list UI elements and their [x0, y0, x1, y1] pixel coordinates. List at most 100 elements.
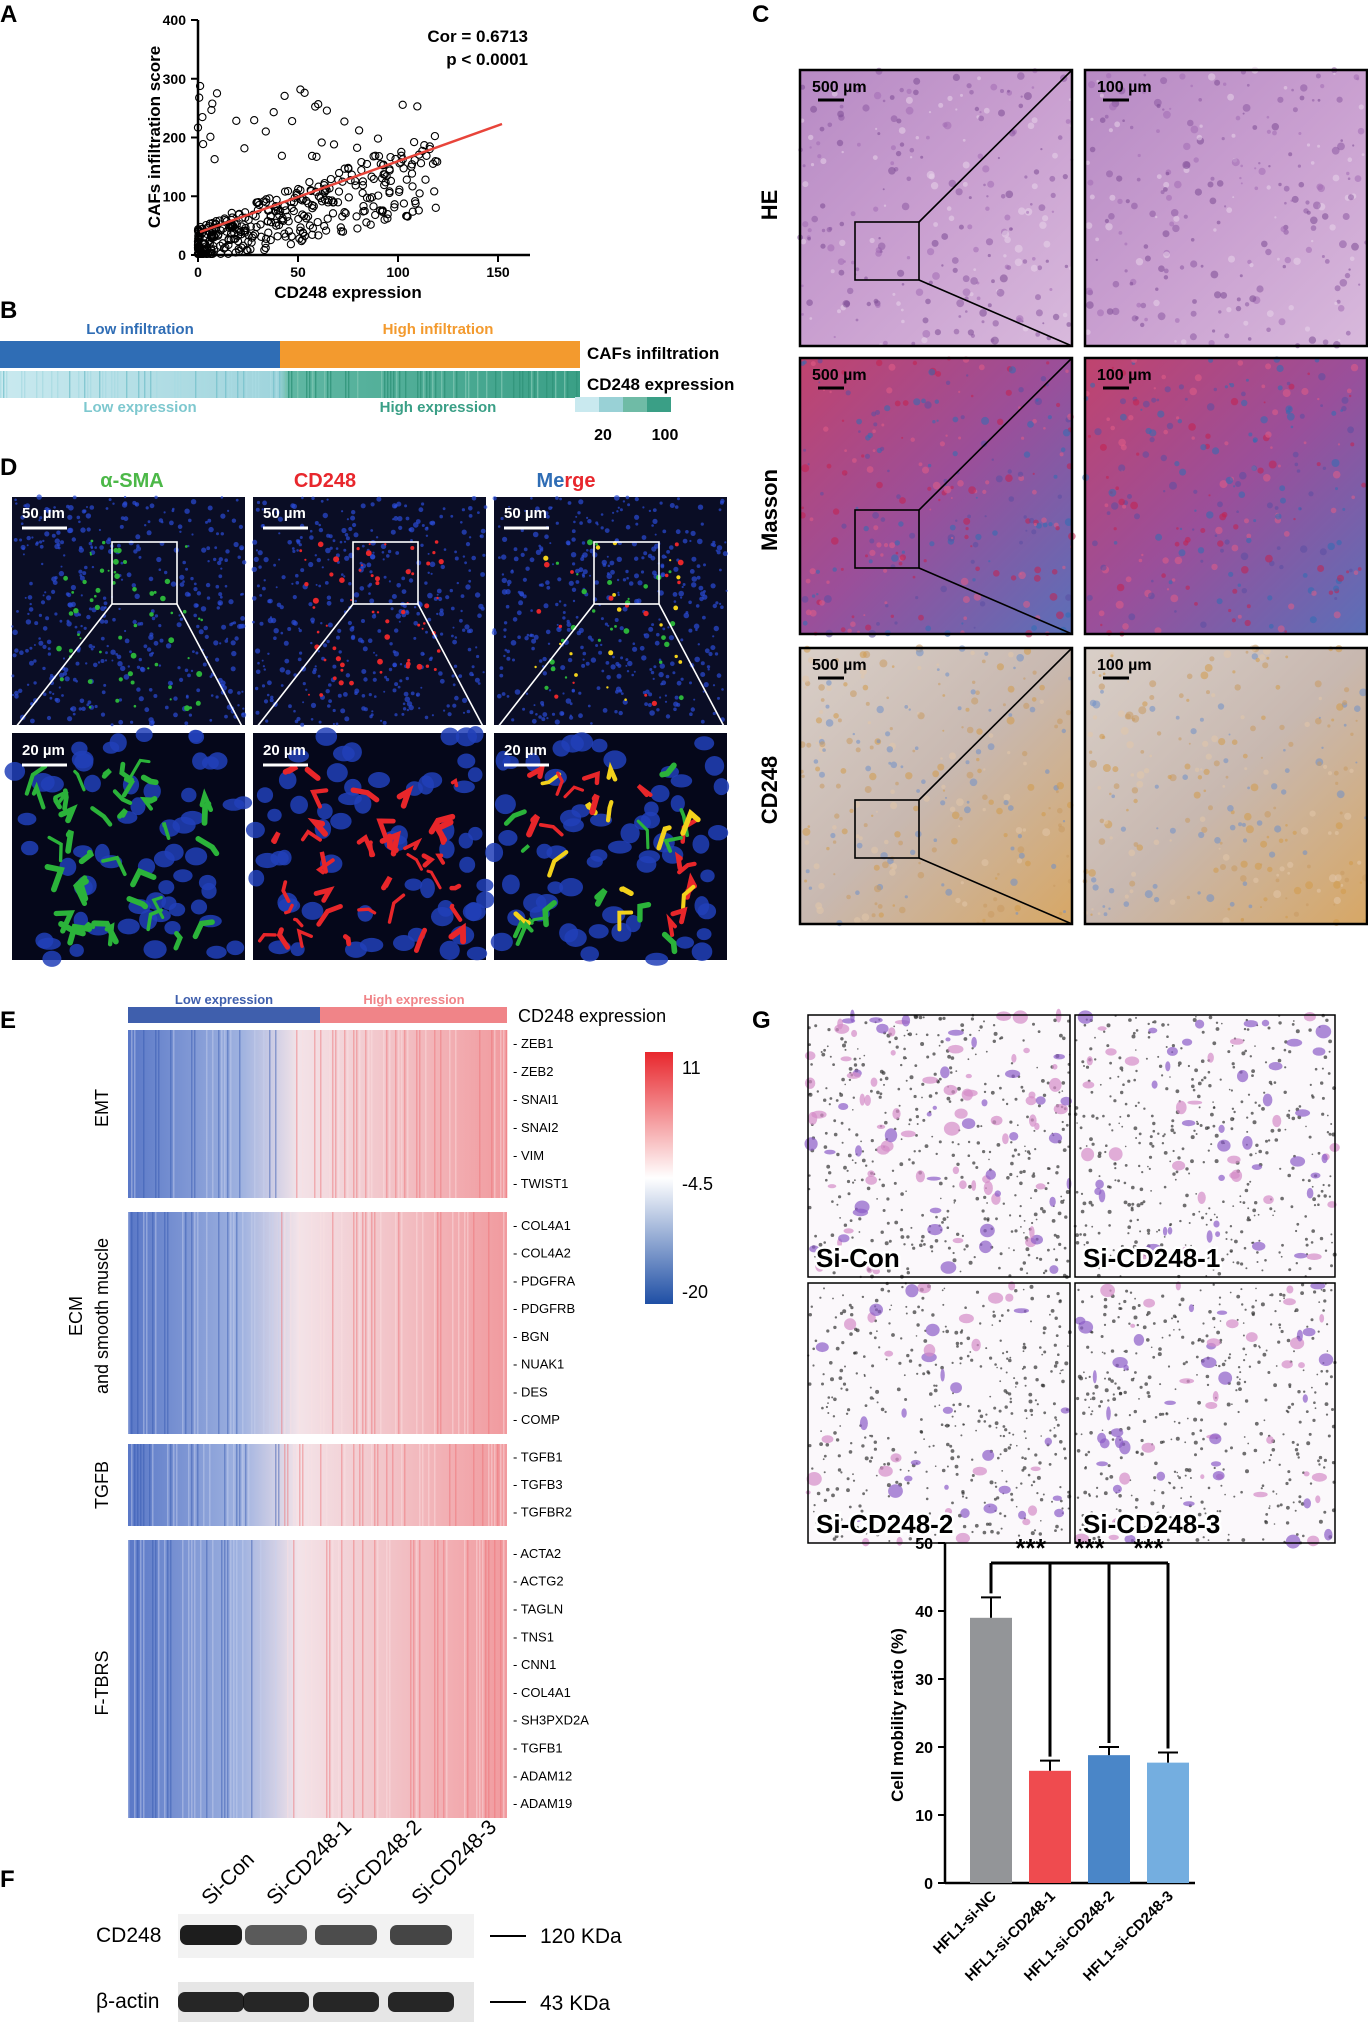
image-border [798, 646, 1074, 926]
tissue-texture [855, 747, 861, 753]
signal [88, 705, 92, 709]
tissue-texture [1148, 592, 1155, 600]
tissue-texture [1284, 768, 1290, 773]
scatter-point [408, 207, 417, 216]
heatmap-stripe [278, 1212, 280, 1434]
pore [814, 1234, 817, 1238]
histology-image [1085, 648, 1367, 924]
tissue-texture [901, 283, 905, 286]
pore [1256, 1261, 1259, 1263]
pore [1330, 1233, 1333, 1236]
nucleus [545, 629, 551, 635]
tissue-texture [1211, 693, 1216, 698]
nucleus [285, 669, 291, 675]
tissue-texture [1153, 387, 1157, 390]
pore [956, 1162, 960, 1167]
pore [1024, 1145, 1026, 1148]
stripe [486, 371, 488, 398]
tissue-texture [1285, 915, 1288, 919]
tissue-texture [813, 759, 819, 764]
tissue-texture [895, 551, 899, 555]
nucleus [654, 533, 657, 536]
pore [895, 1045, 899, 1049]
pore [1244, 1188, 1249, 1193]
tissue-texture [883, 568, 888, 573]
nucleus [91, 565, 95, 569]
pore [906, 1271, 910, 1275]
tissue-texture [1271, 783, 1278, 790]
tissue-texture [1342, 700, 1348, 706]
tissue-texture [815, 569, 821, 574]
nucleus [237, 691, 241, 695]
nucleus [700, 869, 715, 883]
heatmap-stripe [206, 1212, 208, 1434]
tissue-texture [1293, 911, 1299, 917]
tissue-texture [1268, 165, 1271, 168]
signal [680, 884, 696, 912]
nucleus [516, 610, 522, 616]
signal [80, 921, 96, 932]
nucleus [190, 899, 208, 915]
tissue-texture [1311, 99, 1315, 102]
heatmap-stripe [503, 1540, 505, 1818]
nucleus [136, 687, 141, 692]
nucleus [431, 714, 434, 717]
tissue-texture [958, 224, 964, 230]
migrated-cell [971, 1036, 977, 1048]
nucleus [562, 692, 565, 695]
pore [1327, 1184, 1331, 1187]
nucleus [644, 702, 648, 706]
low-expression-bar [128, 1007, 320, 1023]
migrated-cell [1012, 1010, 1028, 1024]
tissue-texture [831, 537, 839, 545]
nucleus [134, 593, 140, 599]
tissue-texture [1169, 221, 1175, 227]
stripe [156, 371, 158, 398]
nucleus [388, 580, 391, 583]
pore [1133, 1078, 1136, 1082]
heatmap-stripe [494, 1540, 496, 1818]
nucleus [662, 529, 667, 534]
tissue-texture [922, 466, 929, 474]
tissue-texture [915, 596, 919, 600]
migrated-cell [866, 1265, 873, 1274]
tissue-texture [970, 650, 975, 656]
stripe [228, 371, 230, 398]
pore [843, 1165, 847, 1170]
tissue-texture [1321, 255, 1325, 258]
pore [911, 1161, 915, 1165]
tissue-texture [869, 745, 874, 750]
nucleus [242, 560, 247, 565]
nucleus [135, 534, 141, 540]
nucleus [611, 519, 614, 522]
signal [435, 853, 446, 865]
stripe [381, 371, 383, 398]
signal [130, 680, 135, 685]
tissue-texture [1228, 608, 1232, 613]
tissue-texture [1280, 226, 1287, 233]
tissue-texture [1227, 93, 1234, 101]
nucleus [656, 632, 660, 637]
heatmap-stripe [410, 1540, 412, 1818]
nucleus [153, 694, 158, 698]
signal [425, 664, 430, 668]
tissue-texture [966, 83, 972, 89]
heatmap-stripe [227, 1212, 229, 1434]
nucleus [600, 617, 604, 621]
heatmap-stripe [218, 1212, 220, 1434]
nucleus [354, 688, 360, 694]
tissue-texture [802, 827, 811, 836]
nucleus [578, 627, 584, 634]
tissue-texture [1190, 728, 1197, 735]
pore [946, 1096, 951, 1101]
tissue-texture [810, 105, 818, 113]
scatter-point [344, 193, 353, 202]
pore [1026, 1115, 1029, 1119]
pore [903, 1034, 906, 1037]
tissue-texture [867, 721, 871, 725]
nucleus [614, 495, 620, 501]
tissue-texture [1258, 167, 1266, 175]
signal [379, 670, 383, 674]
tissue-texture [1114, 121, 1121, 128]
scatter-point [385, 187, 394, 196]
